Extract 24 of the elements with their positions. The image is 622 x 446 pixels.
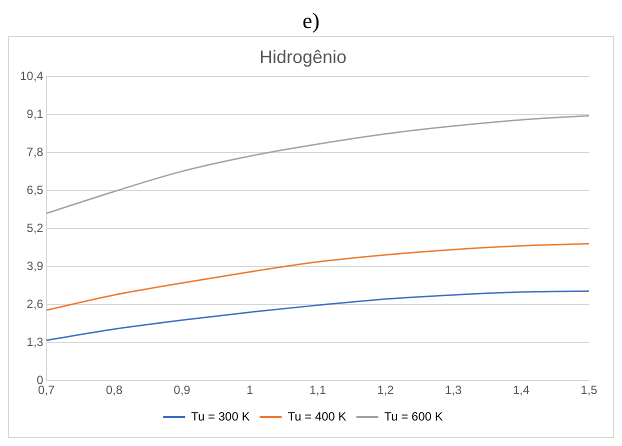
- y-tick-label: 1,3: [26, 334, 44, 349]
- legend-label: Tu = 600 K: [384, 409, 443, 424]
- x-tick-label: 1,3: [444, 383, 462, 398]
- y-tick-label: 10,4: [20, 68, 44, 83]
- text: e): [301, 8, 321, 35]
- y-tick-label: 7,8: [26, 144, 44, 159]
- legend-label: Tu = 400 K: [288, 409, 346, 424]
- x-tick-label: 1,4: [512, 383, 530, 398]
- line-series: [46, 290, 589, 342]
- line-series: [46, 115, 589, 214]
- x-tick-label: 1,1: [309, 383, 326, 398]
- x-tick-label: 0,9: [174, 383, 191, 398]
- chart-title: Hidrogênio: [259, 46, 347, 67]
- y-tick-label: 3,9: [26, 258, 44, 273]
- x-tick-label: 1,2: [377, 383, 394, 398]
- x-tick-label: 1,5: [580, 383, 598, 398]
- y-tick-label: 5,2: [26, 220, 44, 235]
- y-tick-label: 6,5: [26, 182, 44, 197]
- y-tick-label: 2,6: [26, 296, 44, 311]
- line-series: [46, 243, 589, 311]
- y-tick-label: 9,1: [26, 106, 44, 121]
- x-tick-label: 1: [246, 383, 254, 398]
- legend-label: Tu = 300 K: [191, 409, 250, 424]
- x-tick-label: 0,8: [106, 383, 123, 398]
